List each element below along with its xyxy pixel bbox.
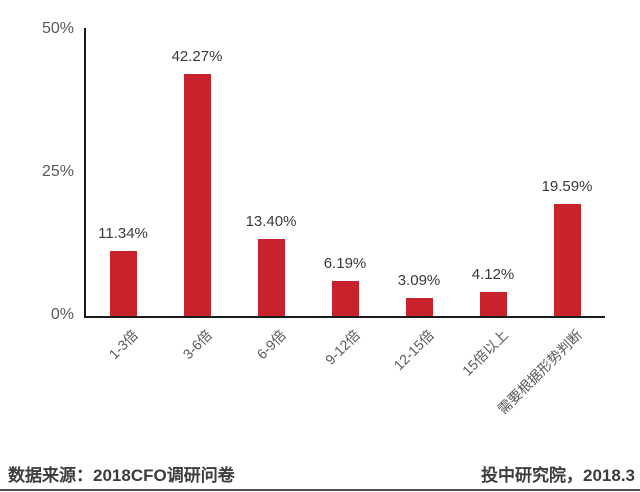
- footer-divider-black-segment: [323, 447, 633, 451]
- bar-value-label-1: 11.34%: [98, 225, 148, 242]
- bottom-edge-divider: [0, 489, 640, 491]
- x-category-label-7: 需要根据形势判断: [494, 326, 586, 418]
- bar-4: [332, 281, 359, 316]
- bar-value-label-7: 19.59%: [541, 178, 593, 195]
- x-category-label-5: 12-15倍: [390, 326, 438, 374]
- bar-7: [554, 204, 581, 316]
- x-category-label-2: 3-6倍: [179, 326, 216, 363]
- bar-value-label-4: 6.19%: [323, 255, 367, 272]
- x-axis-line: [84, 316, 605, 318]
- y-tick-label-50: 50%: [41, 20, 74, 37]
- data-source-label: 数据来源：2018CFO调研问卷: [8, 466, 235, 485]
- bar-value-label-6: 4.12%: [471, 266, 515, 283]
- x-category-label-6: 15倍以上: [458, 326, 512, 379]
- bar-5: [406, 298, 433, 316]
- y-axis-line: [84, 28, 86, 318]
- bar-1: [110, 251, 137, 316]
- footer-divider-red-segment: [10, 447, 323, 451]
- bar-value-label-3: 13.40%: [245, 213, 297, 230]
- credit-label: 投中研究院，2018.3: [481, 466, 635, 485]
- x-category-label-4: 9-12倍: [321, 326, 364, 368]
- bar-3: [258, 239, 285, 316]
- y-tick-label-0: 0%: [50, 306, 74, 323]
- bar-2: [184, 74, 211, 316]
- bar-6: [480, 292, 507, 316]
- x-category-label-3: 6-9倍: [253, 326, 290, 363]
- bar-value-label-5: 3.09%: [397, 272, 441, 289]
- y-tick-label-25: 25%: [41, 163, 74, 180]
- bar-value-label-2: 42.27%: [171, 48, 223, 65]
